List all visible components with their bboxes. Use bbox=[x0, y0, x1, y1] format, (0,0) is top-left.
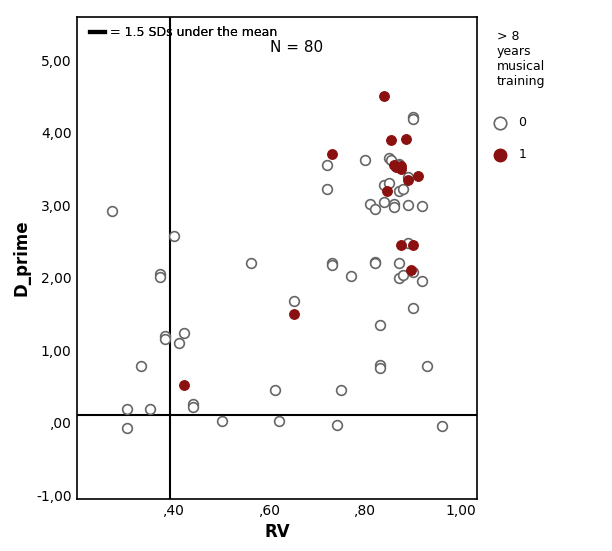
Text: N = 80: N = 80 bbox=[270, 40, 323, 56]
Text: 1: 1 bbox=[518, 148, 526, 161]
Legend: = 1.5 SDs under the mean: = 1.5 SDs under the mean bbox=[89, 25, 278, 41]
X-axis label: RV: RV bbox=[264, 523, 289, 541]
Text: 0: 0 bbox=[518, 116, 526, 129]
Text: > 8
years
musical
training: > 8 years musical training bbox=[497, 30, 545, 88]
Y-axis label: D_prime: D_prime bbox=[12, 219, 31, 296]
